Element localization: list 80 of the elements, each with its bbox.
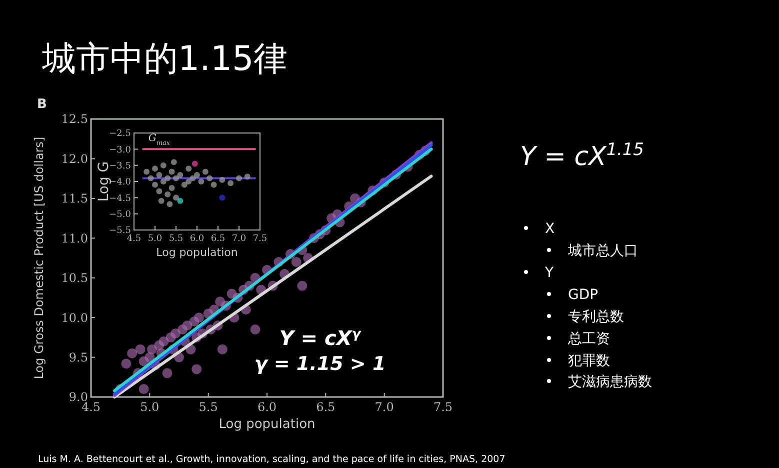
text: X — [545, 221, 555, 237]
point — [168, 168, 175, 175]
point — [181, 182, 188, 188]
annotation: γ = 1.15 > 1 — [254, 353, 386, 375]
point — [173, 194, 179, 201]
y-tick-label: 11.0 — [61, 231, 88, 246]
text: GDP — [568, 287, 598, 303]
y-tick-label: 9.5 — [68, 350, 88, 364]
point — [156, 172, 162, 178]
text: Y = cX$^{1.15}$ — [520, 139, 644, 172]
text: Luis M. A. Bettencourt et al., Growth, innovation, scaling, and the pace of life in cities, PNAS, 2007 — [38, 454, 506, 465]
point — [160, 162, 166, 168]
point — [186, 166, 192, 172]
y-tick-label: −4.5 — [109, 194, 132, 204]
point — [160, 178, 166, 184]
text: 城市总人口 — [567, 243, 638, 259]
x-axis-title: Log population — [156, 246, 238, 259]
point — [219, 194, 226, 201]
point — [206, 175, 213, 182]
x-tick-label: 7.0 — [232, 234, 246, 244]
point — [177, 172, 184, 178]
annotation: Y = cX$^{γ}$ — [279, 326, 362, 350]
point — [210, 182, 217, 188]
point — [152, 182, 158, 188]
y-tick-label: 11.5 — [61, 192, 88, 206]
y-tick-label: −2.5 — [109, 129, 132, 140]
x-tick-label: 7.5 — [252, 234, 268, 244]
point — [166, 201, 173, 208]
y-axis-title: Log G — [96, 161, 112, 202]
point — [148, 175, 154, 182]
point — [152, 166, 158, 172]
y-tick-label: 12.0 — [61, 152, 88, 166]
x-tick-label: 7.5 — [433, 400, 453, 414]
point — [177, 198, 184, 204]
text: B — [37, 97, 47, 112]
point — [236, 175, 242, 182]
point — [228, 180, 234, 186]
x-tick-label: 6.5 — [316, 400, 336, 414]
y-tick-label: −4.0 — [109, 178, 132, 188]
y-tick-label: −3.0 — [109, 145, 132, 156]
point — [158, 198, 164, 204]
x-tick-label: 4.5 — [81, 400, 101, 414]
point — [202, 168, 208, 175]
point — [168, 184, 175, 191]
x-tick-label: 5.5 — [168, 234, 184, 244]
point — [219, 176, 226, 183]
point — [164, 191, 171, 198]
point — [164, 175, 171, 182]
point — [186, 178, 192, 184]
text: 专利总数 — [568, 309, 624, 325]
y-tick-label: −3.5 — [109, 161, 132, 172]
text: Y — [544, 265, 554, 281]
point — [194, 172, 200, 178]
y-tick-label: −5.0 — [109, 210, 132, 220]
point — [190, 175, 196, 182]
text: 艾滋病患病数 — [568, 374, 652, 390]
ref-line-label: G$_{max}$ — [148, 133, 170, 148]
text: 总工资 — [567, 331, 610, 347]
chart-title: 城市中的1.15律 — [41, 39, 288, 79]
x-tick-label: 6.0 — [190, 234, 204, 244]
x-axis-title: Log population — [218, 417, 316, 432]
point — [244, 174, 250, 180]
point — [144, 168, 150, 175]
x-tick-label: 5.0 — [148, 234, 162, 244]
point — [170, 159, 177, 166]
x-tick-label: 6.0 — [257, 400, 277, 414]
x-tick-label: 6.5 — [210, 234, 226, 244]
point — [192, 160, 198, 167]
x-tick-label: 4.5 — [126, 234, 142, 244]
x-tick-label: 5.0 — [140, 400, 160, 414]
text: 犯罪数 — [568, 353, 610, 369]
point — [156, 188, 162, 194]
x-tick-label: 7.0 — [374, 400, 394, 414]
y-tick-label: 10.0 — [61, 310, 88, 325]
y-tick-label: 10.5 — [61, 271, 88, 286]
y-tick-label: 12.5 — [61, 112, 88, 126]
y-axis-title: Log Gross Domestic Product [US dollars] — [32, 136, 46, 380]
point — [198, 178, 204, 184]
point — [173, 175, 179, 182]
x-tick-label: 5.5 — [198, 400, 218, 414]
